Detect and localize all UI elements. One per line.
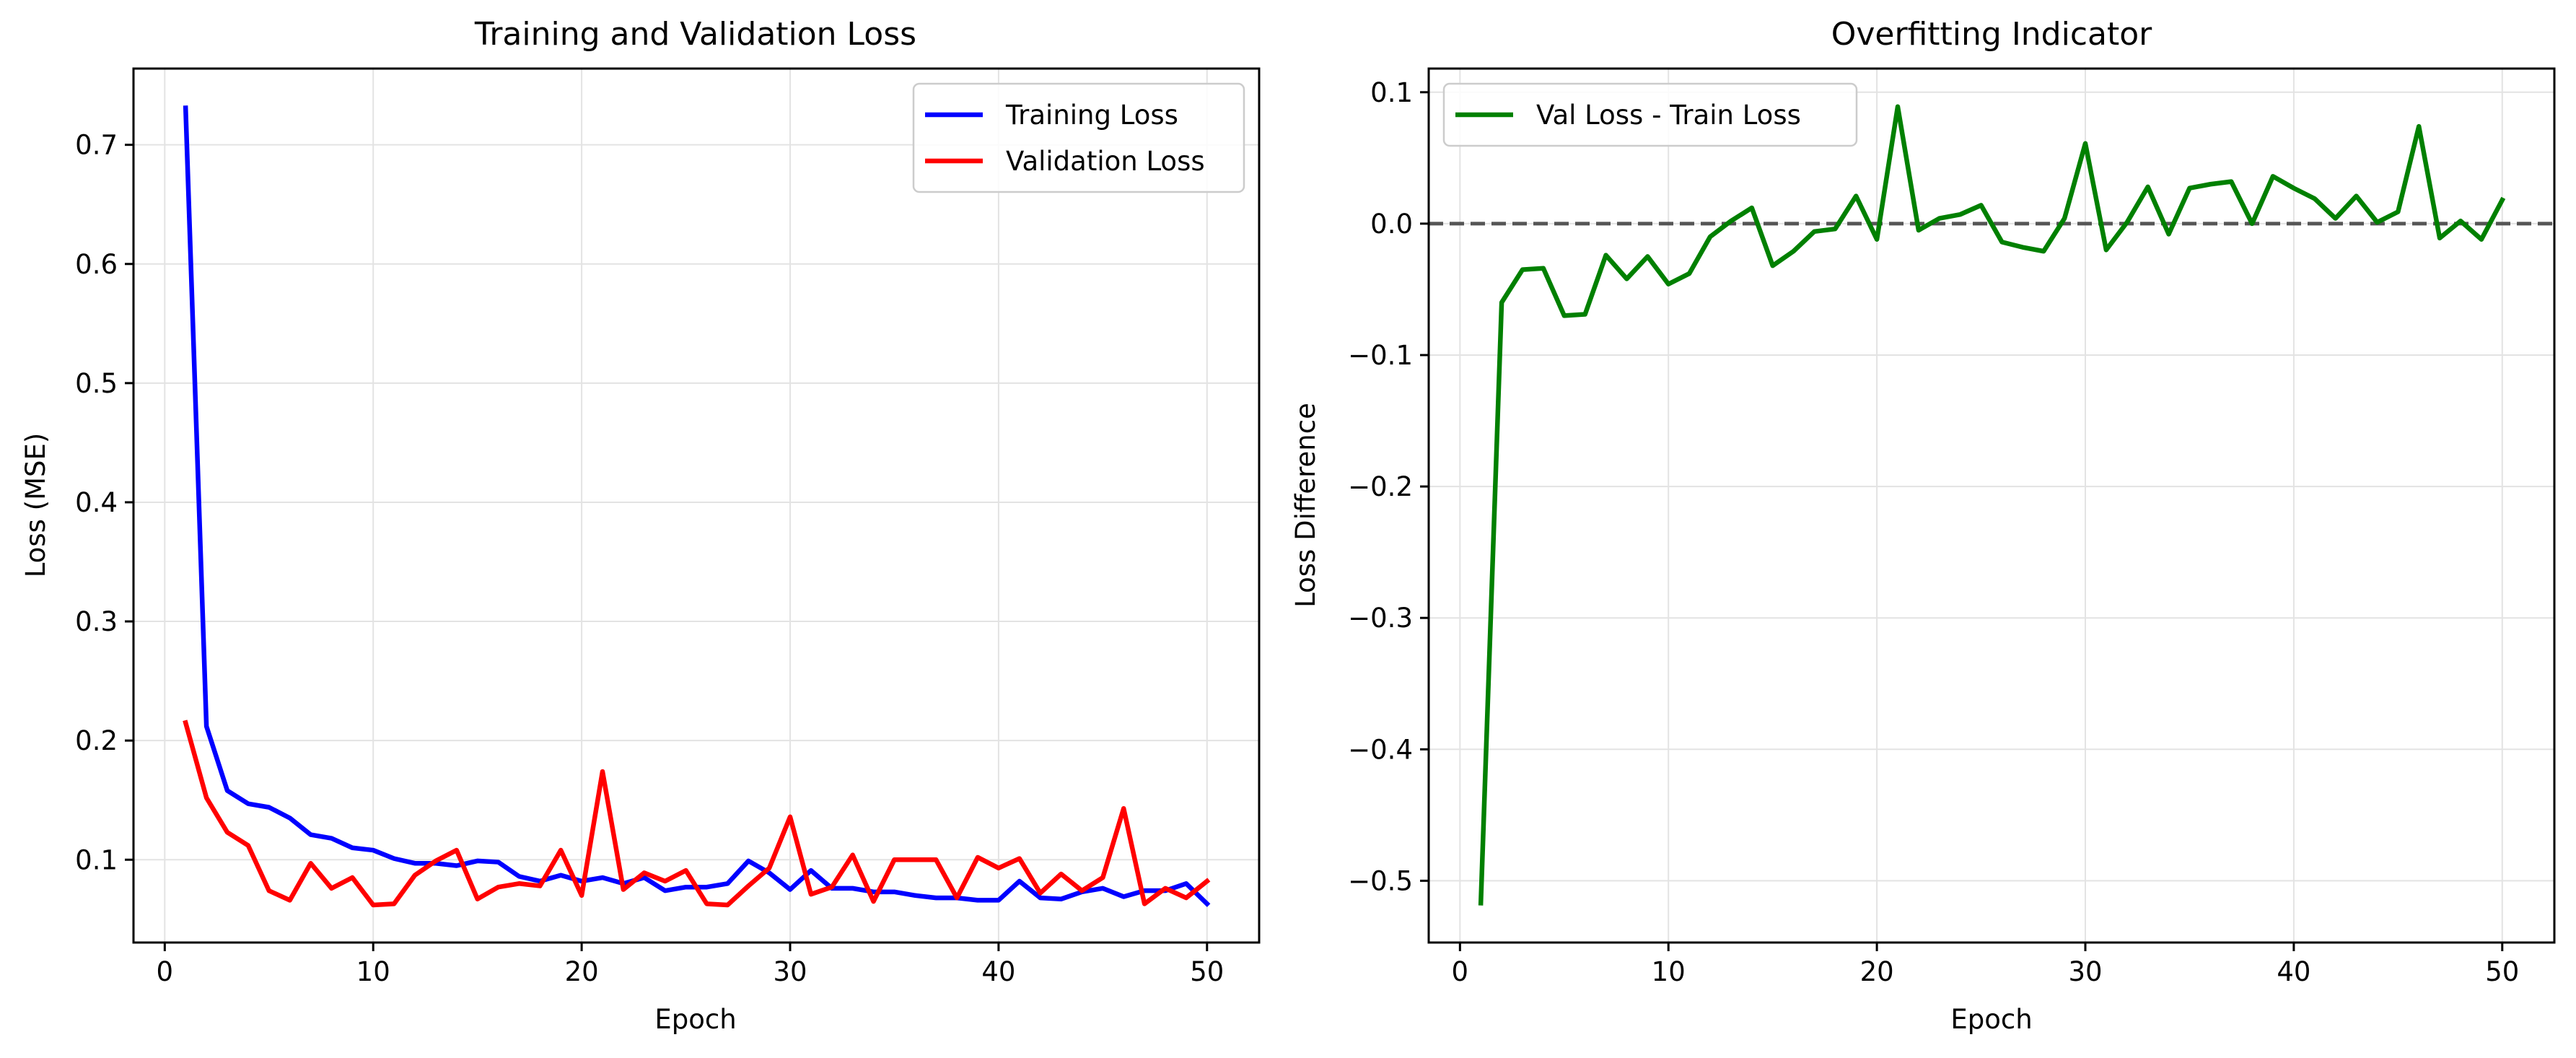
ticks: 0 10 20 30 40 50 0.1 0.2 0.3 0.4 0.5 0.6 0.7	[75, 130, 1224, 987]
series-line-1	[1478, 104, 2506, 906]
plot-frame	[1427, 67, 2556, 944]
y-tick-label: 0.1	[75, 844, 118, 875]
legend-box	[912, 82, 1245, 193]
x-tick-label: 40	[981, 956, 1015, 987]
x-axis-label: Epoch	[1950, 1004, 2032, 1035]
y-tick-label: −0.3	[1348, 603, 1413, 634]
y-tick-label: −0.2	[1348, 471, 1413, 502]
chart-title: Overfitting Indicator	[1831, 16, 2152, 53]
x-axis-label: Epoch	[654, 1004, 736, 1035]
y-tick-label: 0.5	[75, 368, 118, 399]
y-tick-label: −0.5	[1348, 865, 1413, 896]
legend-label: Val Loss - Train Loss	[1536, 100, 1801, 131]
legend-box	[1442, 82, 1858, 147]
legend: Val Loss - Train Loss	[1442, 82, 1858, 147]
loss-chart: Training and Validation Loss 0 10 20 30 40 50…	[20, 16, 1261, 1035]
x-tick-label: 10	[1652, 956, 1686, 987]
plot-frame	[132, 67, 1261, 944]
x-tick-label: 30	[773, 956, 807, 987]
series-layer	[1478, 104, 2506, 906]
x-tick-label: 40	[2277, 956, 2310, 987]
grid	[1429, 69, 2554, 943]
x-tick-label: 0	[1452, 956, 1469, 987]
y-tick-label: −0.4	[1348, 734, 1413, 765]
x-tick-label: 20	[1860, 956, 1894, 987]
y-tick-label: −0.1	[1348, 340, 1413, 371]
series-line-2	[183, 720, 1211, 908]
x-tick-label: 20	[565, 956, 599, 987]
legend-label: Training Loss	[1005, 100, 1178, 131]
overfitting-chart: Overfitting Indicator 0 10 20 30 40 50 −0.5 −0.…	[1290, 16, 2556, 1035]
x-tick-label: 0	[157, 956, 174, 987]
y-tick-label: 0.0	[1370, 209, 1413, 240]
y-tick-label: 0.2	[75, 725, 118, 756]
x-tick-label: 50	[2485, 956, 2519, 987]
x-tick-label: 50	[1190, 956, 1224, 987]
chart-title: Training and Validation Loss	[474, 16, 916, 53]
y-tick-label: 0.1	[1370, 77, 1413, 108]
x-tick-label: 30	[2068, 956, 2102, 987]
legend-label: Validation Loss	[1006, 146, 1205, 177]
y-tick-label: 0.6	[75, 249, 118, 280]
series-layer	[183, 105, 1211, 908]
ticks: 0 10 20 30 40 50 −0.5 −0.4 −0.3 −0.2 −0.1 0.0 0.1	[1348, 77, 2519, 987]
y-axis-label: Loss Difference	[1290, 403, 1321, 608]
grid	[133, 69, 1259, 943]
y-tick-label: 0.4	[75, 487, 118, 518]
y-tick-label: 0.7	[75, 130, 118, 161]
x-tick-label: 10	[356, 956, 390, 987]
y-tick-label: 0.3	[75, 606, 118, 637]
y-axis-label: Loss (MSE)	[20, 433, 51, 578]
legend: Training Loss Validation Loss	[912, 82, 1245, 193]
